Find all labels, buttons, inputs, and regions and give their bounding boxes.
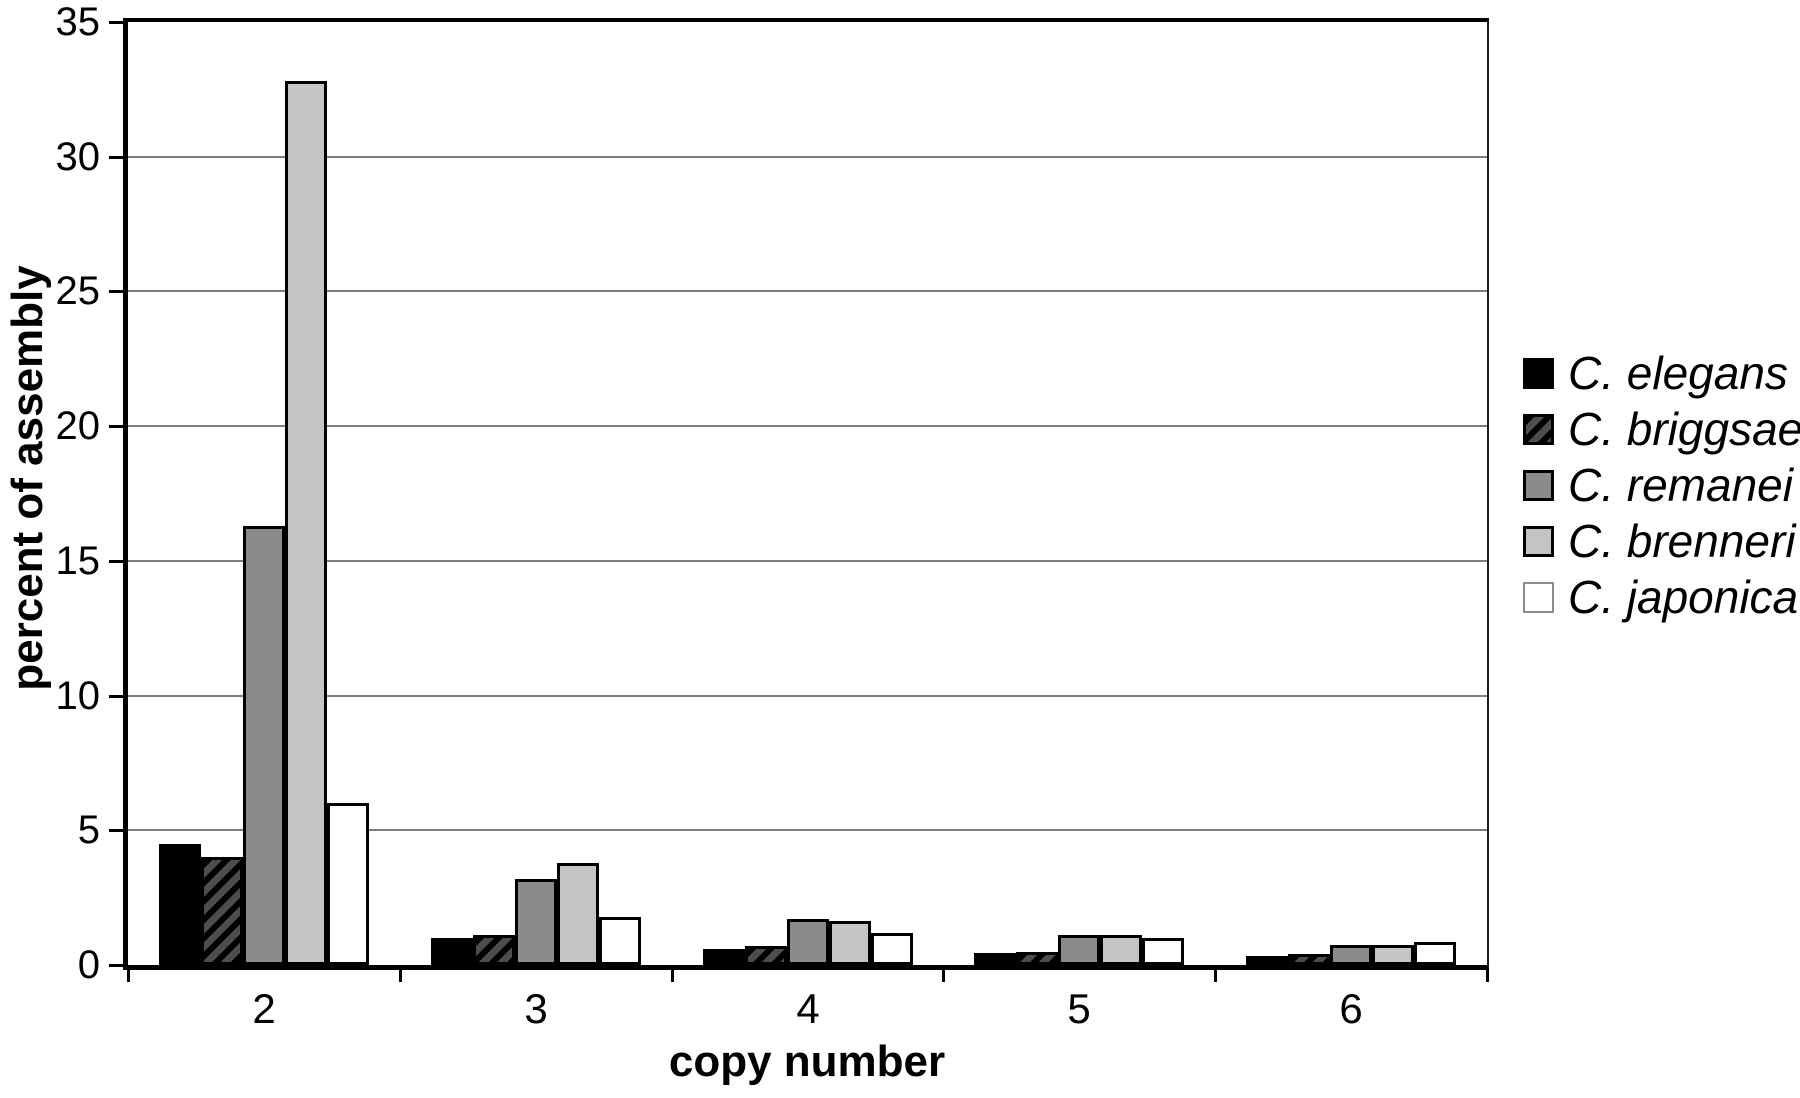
x-axis-label-4: 4 xyxy=(796,985,820,1032)
gridline-30 xyxy=(128,156,1487,158)
legend-swatch-C--japonica xyxy=(1523,581,1554,613)
bar-C--elegans-copy3 xyxy=(431,938,473,965)
bar-C--remanei-copy3 xyxy=(515,879,557,965)
legend-item-C--elegans: C. elegans xyxy=(1523,350,1800,396)
y-axis-tick-15 xyxy=(109,560,123,563)
legend-item-C--briggsae: C. briggsae xyxy=(1523,406,1800,452)
bar-C--remanei-copy6 xyxy=(1330,945,1372,965)
y-axis-tick-35 xyxy=(109,21,123,24)
bar-C--briggsae-copy3 xyxy=(473,935,515,965)
bar-C--japonica-copy4 xyxy=(871,933,913,965)
x-axis-tick-4 xyxy=(1214,969,1217,982)
y-axis-label-20: 20 xyxy=(55,404,101,448)
legend-item-C--remanei: C. remanei xyxy=(1523,462,1800,508)
legend-label: C. japonica xyxy=(1568,571,1799,623)
y-axis-label-35: 35 xyxy=(55,0,101,44)
bar-C--japonica-copy3 xyxy=(599,917,641,965)
bar-C--elegans-copy4 xyxy=(703,949,745,965)
plot-area xyxy=(123,18,1489,970)
y-axis-tick-5 xyxy=(109,829,123,832)
bar-C--elegans-copy6 xyxy=(1246,956,1288,965)
x-axis-tick-5 xyxy=(1486,969,1489,982)
y-axis-label-0: 0 xyxy=(77,943,100,987)
y-axis-tick-25 xyxy=(109,290,123,293)
x-axis-title: copy number xyxy=(668,1037,946,1086)
legend-label: C. briggsae xyxy=(1568,403,1800,455)
y-axis-label-30: 30 xyxy=(55,135,101,179)
bar-C--briggsae-copy4 xyxy=(745,946,787,965)
x-axis-tick-3 xyxy=(942,969,945,982)
y-axis-label-15: 15 xyxy=(55,539,101,583)
legend-swatch-C--brenneri xyxy=(1523,525,1554,557)
bar-C--brenneri-copy5 xyxy=(1100,935,1142,965)
legend-item-C--brenneri: C. brenneri xyxy=(1523,518,1800,564)
legend: C. elegans C. briggsae C. remanei C. brenne… xyxy=(1523,350,1800,620)
x-axis-label-2: 2 xyxy=(252,985,276,1032)
bar-C--japonica-copy6 xyxy=(1414,942,1456,965)
bar-C--briggsae-copy5 xyxy=(1016,952,1058,965)
gridline-10 xyxy=(128,695,1487,697)
x-axis-label-3: 3 xyxy=(524,985,548,1032)
bar-C--remanei-copy4 xyxy=(787,919,829,965)
bar-C--briggsae-copy2 xyxy=(201,857,243,965)
x-axis-tick-0 xyxy=(127,969,130,982)
y-axis-label-5: 5 xyxy=(77,808,100,852)
bar-C--brenneri-copy4 xyxy=(829,921,871,965)
legend-item-C--japonica: C. japonica xyxy=(1523,574,1800,620)
y-axis-title: percent of assembly xyxy=(3,265,52,691)
bar-C--japonica-copy5 xyxy=(1142,938,1184,965)
y-axis-tick-30 xyxy=(109,156,123,159)
y-axis-label-25: 25 xyxy=(55,269,101,313)
bar-C--elegans-copy2 xyxy=(159,844,201,965)
legend-swatch-C--briggsae xyxy=(1523,413,1554,445)
legend-swatch-C--remanei xyxy=(1523,469,1554,501)
x-axis-label-6: 6 xyxy=(1339,985,1363,1032)
x-axis-label-5: 5 xyxy=(1067,985,1091,1032)
bar-C--remanei-copy2 xyxy=(243,526,285,965)
gridline-5 xyxy=(128,829,1487,831)
bar-C--brenneri-copy6 xyxy=(1372,945,1414,965)
gridline-25 xyxy=(128,290,1487,292)
gridline-20 xyxy=(128,425,1487,427)
bar-C--elegans-copy5 xyxy=(974,953,1016,965)
y-axis-tick-20 xyxy=(109,425,123,428)
gridline-15 xyxy=(128,560,1487,562)
bar-C--japonica-copy2 xyxy=(327,803,369,965)
bar-C--briggsae-copy6 xyxy=(1288,954,1330,965)
x-axis-tick-2 xyxy=(671,969,674,982)
legend-label: C. remanei xyxy=(1568,459,1793,511)
legend-label: C. brenneri xyxy=(1568,515,1796,567)
legend-label: C. elegans xyxy=(1568,347,1788,399)
y-axis-tick-0 xyxy=(109,964,123,967)
bar-C--remanei-copy5 xyxy=(1058,935,1100,965)
y-axis-tick-10 xyxy=(109,695,123,698)
x-axis-tick-1 xyxy=(399,969,402,982)
bar-C--brenneri-copy3 xyxy=(557,863,599,965)
bar-C--brenneri-copy2 xyxy=(285,81,327,965)
legend-swatch-C--elegans xyxy=(1523,357,1554,389)
y-axis-label-10: 10 xyxy=(55,674,101,718)
